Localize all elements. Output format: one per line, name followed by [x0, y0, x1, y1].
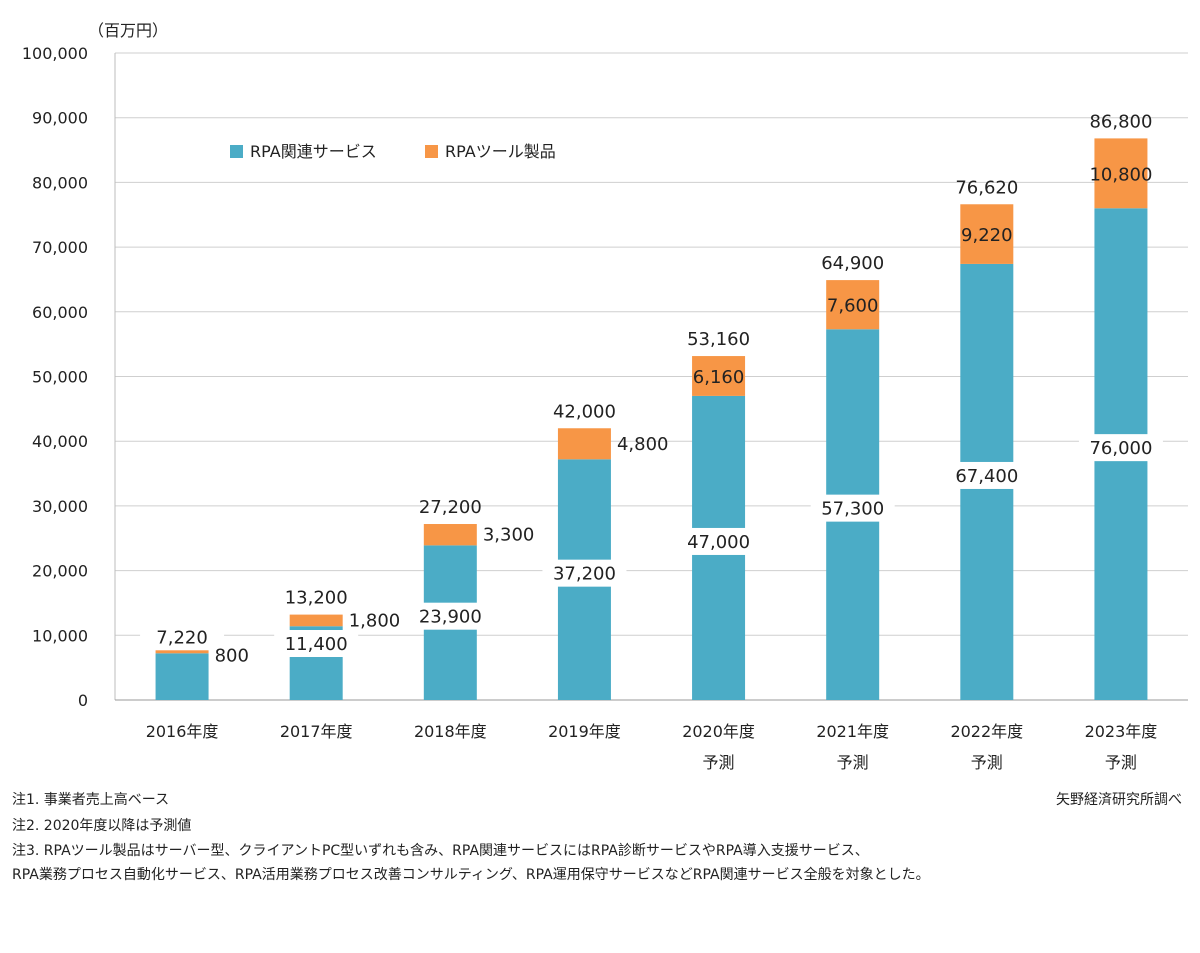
data-label-rpa-tool: 3,300: [483, 525, 535, 546]
x-tick-label: 2020年度: [682, 722, 755, 741]
y-tick-label: 90,000: [32, 109, 88, 128]
y-tick-label: 50,000: [32, 368, 88, 387]
x-tick-label: 2018年度: [414, 722, 487, 741]
x-tick-label: 2022年度: [950, 722, 1023, 741]
data-label-rpa-service: 67,400: [955, 466, 1018, 487]
bar-rpa-tool: [1094, 138, 1148, 209]
y-tick-label: 80,000: [32, 173, 88, 192]
bar-rpa-tool: [960, 204, 1014, 264]
x-tick-sublabel: 予測: [1105, 753, 1137, 772]
data-label-total: 53,160: [687, 329, 750, 350]
data-label-box: [1078, 434, 1163, 462]
y-tick-label: 40,000: [32, 432, 88, 451]
x-tick-sublabel: 予測: [703, 753, 735, 772]
data-label-total: 42,000: [553, 401, 616, 422]
x-tick-label: 2016年度: [146, 722, 219, 741]
data-label-rpa-service: 23,900: [419, 607, 482, 628]
legend-swatch-rpa-service: [230, 145, 243, 158]
data-label-box: [676, 527, 761, 555]
y-unit-label: （百万円）: [88, 21, 168, 40]
bar-rpa-tool: [692, 356, 746, 396]
y-tick-label: 20,000: [32, 562, 88, 581]
y-tick-label: 10,000: [32, 626, 88, 645]
bar-rpa-tool: [155, 648, 209, 654]
data-label-total: 86,800: [1089, 111, 1152, 132]
data-label-box: [810, 494, 895, 522]
data-label-rpa-tool: 1,800: [349, 610, 401, 631]
data-label-box: [944, 461, 1029, 489]
data-label-box: [140, 623, 225, 651]
data-label-rpa-service: 37,200: [553, 564, 616, 585]
data-label-total: 27,200: [419, 497, 482, 518]
x-tick-sublabel: 予測: [971, 753, 1003, 772]
data-label-rpa-service: 57,300: [821, 499, 884, 520]
bar-rpa-tool: [826, 280, 880, 330]
x-tick-sublabel: 予測: [837, 753, 869, 772]
y-tick-label: 70,000: [32, 238, 88, 257]
y-tick-label: 30,000: [32, 497, 88, 516]
bar-rpa-tool: [557, 428, 611, 460]
legend-label-rpa-service: RPA関連サービス: [250, 142, 377, 161]
x-tick-label: 2019年度: [548, 722, 621, 741]
data-label-box: [542, 559, 627, 587]
x-tick-label: 2017年度: [280, 722, 353, 741]
data-label-rpa-service: 47,000: [687, 532, 750, 553]
data-label-rpa-service: 76,000: [1089, 438, 1152, 459]
data-label-box: [408, 602, 493, 630]
data-label-rpa-tool: 6,160: [693, 367, 745, 388]
note-1: 注1. 事業者売上高ベース: [12, 792, 170, 808]
data-label-total: 76,620: [955, 177, 1018, 198]
data-label-total: 13,200: [285, 588, 348, 609]
bar-rpa-tool: [423, 524, 477, 546]
data-label-box: [274, 630, 359, 657]
x-tick-label: 2023年度: [1085, 722, 1158, 741]
data-label-total: 64,900: [821, 253, 884, 274]
data-label-rpa-tool: 4,800: [617, 434, 669, 455]
stacked-bar-chart: 0 10,000 20,000 30,000 40,000 50,000 60,000 70,…: [22, 21, 1188, 772]
data-label-rpa-tool: 7,600: [827, 296, 879, 317]
y-tick-label: 100,000: [22, 44, 88, 63]
legend-swatch-rpa-tool: [425, 145, 438, 158]
legend-label-rpa-tool: RPAツール製品: [445, 142, 556, 161]
source-credit: 矢野経済研究所調べ: [1056, 792, 1182, 808]
bar-rpa-tool: [289, 614, 343, 627]
note-3: 注3. RPAツール製品はサーバー型、クライアントPC型いずれも含み、RPA関連…: [12, 843, 869, 859]
data-label-rpa-tool: 800: [215, 645, 249, 666]
note-2: 注2. 2020年度以降は予測値: [12, 818, 192, 834]
note-3-continued: RPA業務プロセス自動化サービス、RPA活用業務プロセス改善コンサルティング、R…: [12, 867, 930, 883]
data-label-rpa-service: 7,220: [156, 627, 208, 648]
x-tick-label: 2021年度: [816, 722, 889, 741]
bar-rpa-service: [155, 653, 209, 700]
y-tick-label: 0: [78, 691, 88, 710]
data-label-rpa-tool: 9,220: [961, 225, 1013, 246]
y-tick-label: 60,000: [32, 303, 88, 322]
data-label-rpa-service: 11,400: [285, 634, 348, 655]
data-label-rpa-tool: 10,800: [1089, 164, 1152, 185]
